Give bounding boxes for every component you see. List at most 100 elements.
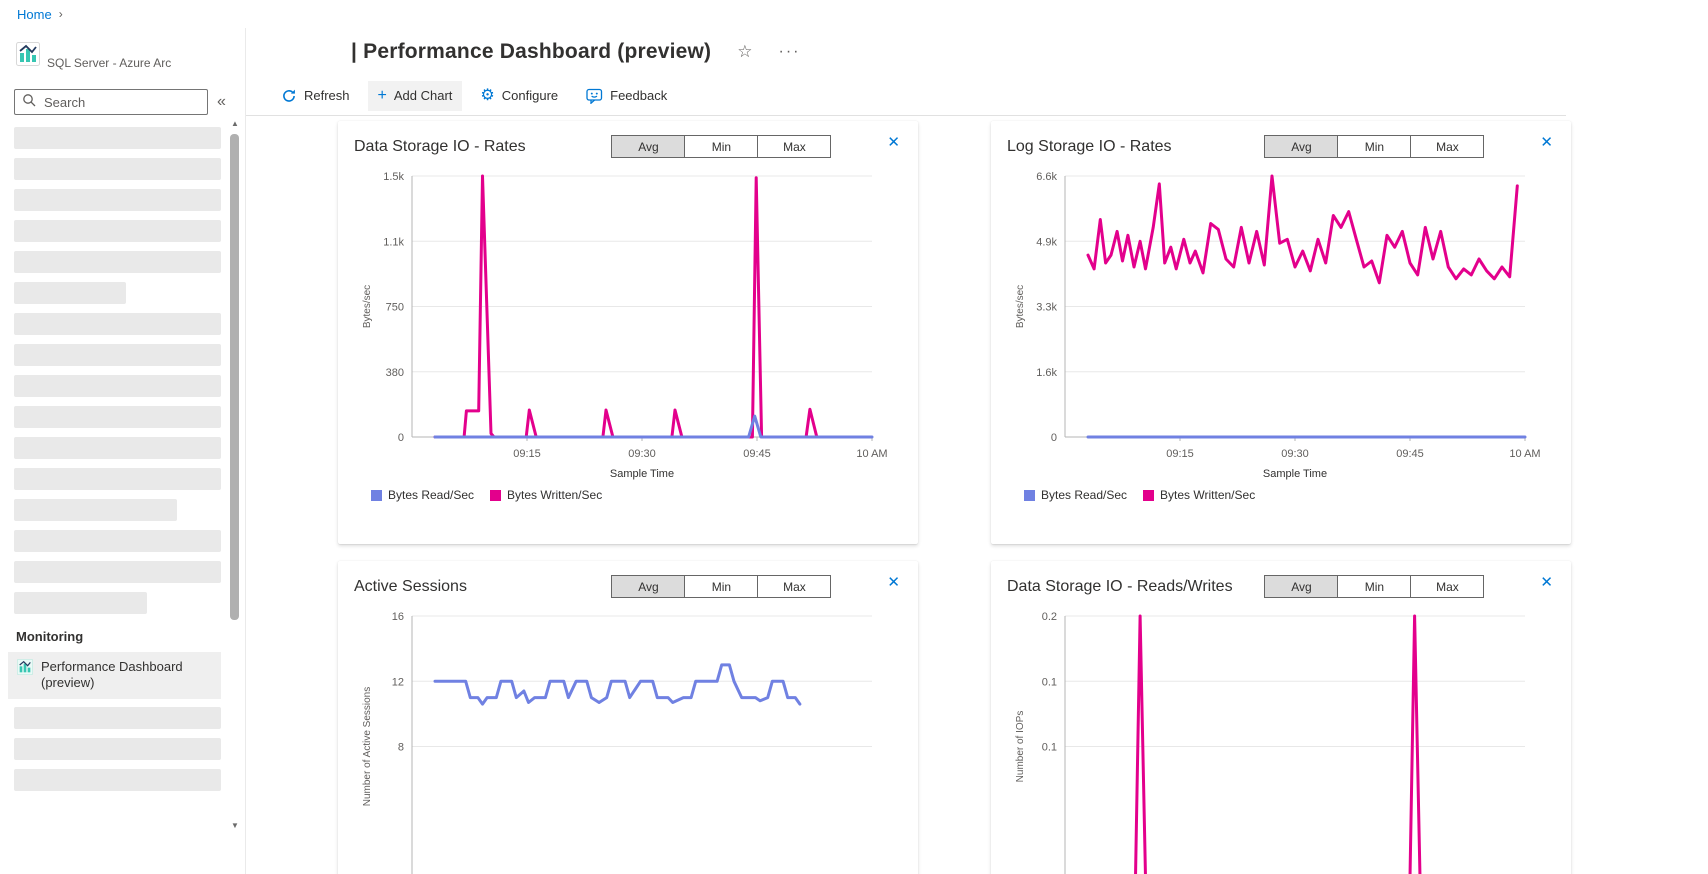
close-chart-button[interactable]: ✕ <box>1540 574 1553 591</box>
agg-avg-button[interactable]: Avg <box>611 135 686 158</box>
agg-min-button[interactable]: Min <box>684 575 759 598</box>
aggregation-toggle: Avg Min Max <box>1264 575 1485 598</box>
skeleton-item <box>14 592 147 614</box>
svg-text:0: 0 <box>1051 432 1057 444</box>
main-content: | Performance Dashboard (preview) ☆ ··· … <box>246 28 1708 874</box>
chart-card: Data Storage IO - Rates Avg Min Max ✕ 1.5k 1.1… <box>338 121 918 544</box>
more-options-icon[interactable]: ··· <box>778 43 801 60</box>
svg-text:1.1k: 1.1k <box>383 236 404 248</box>
chart-legend: Bytes Read/Sec Bytes Written/Sec <box>354 488 902 502</box>
skeleton-item <box>14 158 221 180</box>
search-icon <box>22 93 36 112</box>
agg-max-button[interactable]: Max <box>757 575 832 598</box>
chart-title: Data Storage IO - Reads/Writes <box>1007 577 1233 595</box>
legend-swatch <box>371 489 382 501</box>
chart-card-header: Active Sessions Avg Min Max ✕ <box>354 575 902 598</box>
legend-item[interactable]: Bytes Read/Sec <box>371 488 474 502</box>
legend-item[interactable]: Bytes Written/Sec <box>1143 488 1255 502</box>
agg-avg-button[interactable]: Avg <box>1264 135 1339 158</box>
aggregation-toggle: Avg Min Max <box>611 575 832 598</box>
agg-avg-button[interactable]: Avg <box>1264 575 1339 598</box>
skeleton-item <box>14 706 221 729</box>
agg-max-button[interactable]: Max <box>1410 135 1485 158</box>
skeleton-item <box>14 499 177 521</box>
agg-max-button[interactable]: Max <box>1410 575 1485 598</box>
scroll-down-icon[interactable]: ▼ <box>231 821 239 830</box>
svg-text:1.6k: 1.6k <box>1036 367 1057 379</box>
svg-text:10 AM: 10 AM <box>1509 448 1540 460</box>
aggregation-toggle: Avg Min Max <box>611 135 832 158</box>
svg-text:09:30: 09:30 <box>1281 448 1309 460</box>
chart-card: Log Storage IO - Rates Avg Min Max ✕ 6.6k 4.9k… <box>991 121 1571 544</box>
add-chart-button[interactable]: + Add Chart <box>367 80 463 111</box>
scrollbar-thumb[interactable] <box>230 134 239 620</box>
legend-swatch <box>1143 489 1155 501</box>
scroll-up-icon[interactable]: ▲ <box>231 119 239 128</box>
svg-text:0.2: 0.2 <box>1042 611 1057 623</box>
page-title-row: | Performance Dashboard (preview) ☆ ··· <box>246 28 1708 76</box>
sidebar: SQL Server - Azure Arc « Monitoring <box>0 28 246 874</box>
chart-title: Log Storage IO - Rates <box>1007 137 1172 155</box>
svg-text:16: 16 <box>392 611 404 623</box>
svg-text:8: 8 <box>398 742 404 754</box>
close-chart-button[interactable]: ✕ <box>887 134 900 151</box>
legend-item[interactable]: Bytes Read/Sec <box>1024 488 1127 502</box>
skeleton-item <box>14 437 221 459</box>
svg-text:380: 380 <box>386 367 404 379</box>
skeleton-item <box>14 344 221 366</box>
chevron-right-icon: › <box>58 7 63 21</box>
chart-plot: 1.5k 1.1k 750 380 0 09:15 09:30 09:45 10 AM Sampl… <box>362 171 888 480</box>
breadcrumb-home-link[interactable]: Home <box>17 6 52 22</box>
favorite-star-icon[interactable]: ☆ <box>737 42 753 61</box>
skeleton-item <box>14 251 221 273</box>
legend-label: Bytes Written/Sec <box>1160 488 1256 502</box>
svg-text:09:15: 09:15 <box>513 448 541 460</box>
sidebar-item-performance-dashboard[interactable]: Performance Dashboard (preview) <box>8 652 221 699</box>
close-chart-button[interactable]: ✕ <box>1540 134 1553 151</box>
legend-label: Bytes Read/Sec <box>388 488 475 502</box>
chart-title: Active Sessions <box>354 577 467 595</box>
app-name: SQL Server - Azure Arc <box>47 56 172 70</box>
svg-text:Number of IOPs: Number of IOPs <box>1015 711 1026 783</box>
skeleton-item <box>14 127 221 149</box>
svg-text:09:30: 09:30 <box>628 448 656 460</box>
skeleton-item <box>14 282 126 304</box>
skeleton-item <box>14 768 221 791</box>
feedback-button[interactable]: Feedback <box>576 81 677 111</box>
breadcrumb: Home › <box>0 0 1708 28</box>
legend-swatch <box>490 489 502 501</box>
agg-min-button[interactable]: Min <box>1337 575 1412 598</box>
svg-text:Number of Active Sessions: Number of Active Sessions <box>362 687 373 807</box>
skeleton-item <box>14 220 221 242</box>
chart-legend: Bytes Read/Sec Bytes Written/Sec <box>1007 488 1555 502</box>
command-bar: Refresh + Add Chart ⚙ Configure <box>246 76 1566 116</box>
gear-icon: ⚙ <box>480 86 495 104</box>
skeleton-item <box>14 313 221 335</box>
legend-label: Bytes Read/Sec <box>1041 488 1128 502</box>
skeleton-item <box>14 375 221 397</box>
configure-button[interactable]: ⚙ Configure <box>470 81 568 111</box>
svg-text:Bytes/sec: Bytes/sec <box>1015 285 1026 328</box>
collapse-sidebar-button[interactable]: « <box>217 93 226 110</box>
close-chart-button[interactable]: ✕ <box>887 574 900 591</box>
plus-icon: + <box>377 86 387 104</box>
svg-text:0: 0 <box>398 432 404 444</box>
skeleton-item <box>14 189 221 211</box>
agg-max-button[interactable]: Max <box>757 135 832 158</box>
agg-avg-button[interactable]: Avg <box>611 575 686 598</box>
chart-card: Active Sessions Avg Min Max ✕ 16 12 8 Number of … <box>338 561 918 874</box>
agg-min-button[interactable]: Min <box>1337 135 1412 158</box>
legend-item[interactable]: Bytes Written/Sec <box>490 488 602 502</box>
sidebar-skeleton-list-bottom <box>0 706 245 791</box>
agg-min-button[interactable]: Min <box>684 135 759 158</box>
chart-plot: 16 12 8 Number of Active Sessions <box>362 611 872 874</box>
svg-text:3.3k: 3.3k <box>1036 302 1057 314</box>
search-input[interactable] <box>42 93 200 111</box>
sidebar-search-row: « <box>0 89 245 115</box>
refresh-label: Refresh <box>304 88 350 103</box>
search-box <box>14 89 208 115</box>
page-title: | Performance Dashboard (preview) <box>351 40 712 63</box>
refresh-button[interactable]: Refresh <box>271 81 360 111</box>
svg-text:6.6k: 6.6k <box>1036 171 1057 183</box>
chart-card-header: Data Storage IO - Rates Avg Min Max ✕ <box>354 135 902 158</box>
